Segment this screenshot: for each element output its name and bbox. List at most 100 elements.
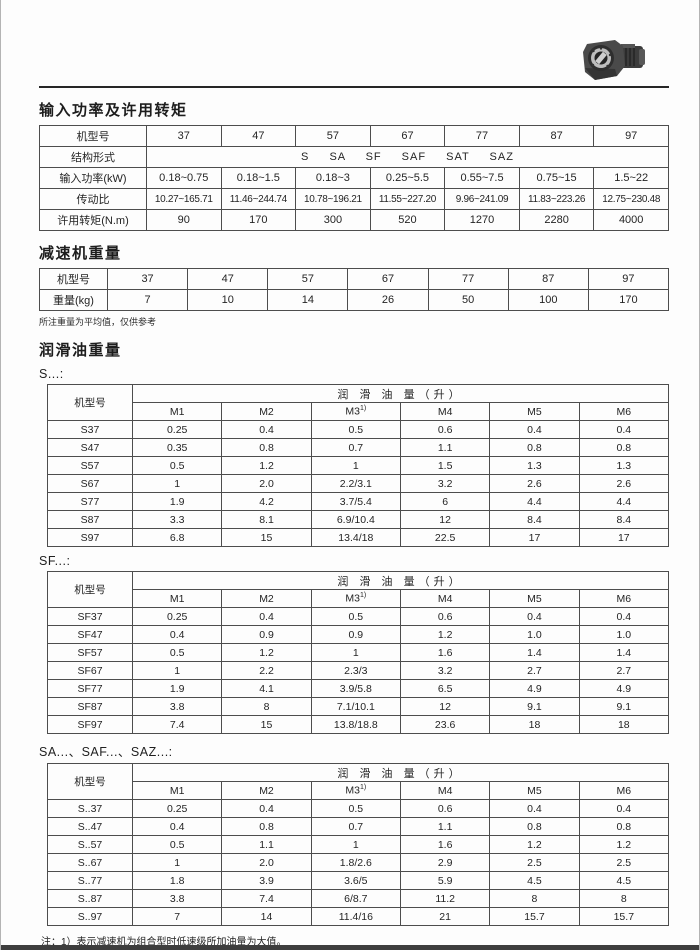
footnote-ref: 1) [360,784,367,792]
oil-value-cell: 2.0 [221,474,312,493]
oil-col-model: 机型号 [47,571,133,608]
row-label: 机型号 [39,125,147,147]
oil-value-cell: 0.4 [221,420,312,439]
oil-value-cell: 22.5 [399,528,491,547]
oil-table-sa: 机型号润 滑 油 量（升） M1 M2 M31) M4 M5 M6 S..37 0.25 0.4 0… [47,763,670,926]
table-row: M1 M2 M31) M4 M5 M6 [48,589,670,608]
oil-table-sf: 机型号润 滑 油 量（升） M1 M2 M31) M4 M5 M6 SF37 0.25 0.4 0.… [47,571,670,734]
oil-value-cell: 7.1/10.1 [310,697,401,716]
oil-value-cell: 0.4 [578,420,670,439]
table-row: 机型号 37 47 57 67 77 87 97 [39,268,670,290]
oil-value-cell: 4.9 [489,679,580,698]
table-row: 机型号润 滑 油 量（升） [47,571,669,608]
model-cell: S37 [47,420,133,439]
table-cell: 170 [587,289,670,311]
oil-value-cell: 4.5 [489,871,580,890]
oil-value-cell: 6 [399,492,491,511]
oil-value-cell: 1.6 [399,835,491,854]
oil-value-cell: 2.0 [221,853,312,872]
oil-col-m3: M31) [310,402,401,421]
oil-value-cell: 0.4 [221,799,312,818]
oil-col-m5: M5 [489,402,580,421]
table-row: 重量(kg) 7 10 14 26 50 100 170 [39,289,670,311]
oil-value-cell: 12 [399,697,491,716]
row-label: 传动比 [39,188,147,210]
oil-value-cell: 0.8 [221,438,312,457]
table-cell: 10 [187,289,269,311]
oil-value-cell: 8 [221,697,312,716]
oil-value-cell: 0.5 [131,456,223,475]
oil-value-cell: 12 [399,510,491,529]
oil-value-cell: 0.6 [399,420,491,439]
table-cell: 67 [369,125,446,147]
table-row: 机型号 37 47 57 67 77 87 97 [39,125,669,147]
oil-value-cell: 2.2/3.1 [310,474,401,493]
table-cell: 4000 [593,209,669,231]
gearmotor-photo [583,40,645,80]
oil-value-cell: 1.9 [131,492,223,511]
table-row: S..77 1.8 3.9 3.6/5 5.9 4.5 4.5 [47,871,670,890]
table-cell: 0.18~0.75 [146,167,222,189]
table-row: S77 1.9 4.2 3.7/5.4 6 4.4 4.4 [47,492,670,511]
model-cell: S97 [47,528,133,547]
table-row: S..47 0.4 0.8 0.7 1.1 0.8 0.8 [47,817,670,836]
oil-value-cell: 1.1 [399,438,491,457]
oil-value-cell: 0.4 [489,420,580,439]
page-footnote: 注：1）表示减速机为组合型时低速级所加油量为大值。 [41,937,287,948]
table-cell: 87 [518,125,595,147]
oil-value-cell: 0.8 [489,817,580,836]
oil-value-cell: 0.8 [221,817,312,836]
table-cell: 77 [427,268,509,290]
oil-value-cell: 14 [221,907,312,926]
oil-value-cell: 2.7 [578,661,670,680]
oil-value-cell: 2.6 [578,474,670,493]
table-cell: 1270 [444,209,520,231]
oil-value-cell: 8 [578,889,670,908]
oil-col-m4: M4 [399,589,491,608]
model-cell: S..37 [47,799,133,818]
table-row: SF87 3.8 8 7.1/10.1 12 9.1 9.1 [47,697,670,716]
table-row: 输入功率(kW) 0.18~0.75 0.18~1.5 0.18~3 0.25~5.5 0… [39,167,669,189]
table-cell: 0.18~1.5 [220,167,297,189]
oil-value-cell: 6.5 [399,679,491,698]
table-row: M1 M2 M31) M4 M5 M6 [48,781,670,800]
model-cell: S..47 [47,817,133,836]
table-row: S57 0.5 1.2 1 1.5 1.3 1.3 [47,456,670,475]
oil-value-cell: 0.7 [310,438,401,457]
oil-value-cell: 3.2 [399,474,491,493]
oil-value-cell: 2.2 [221,661,312,680]
oil-value-cell: 4.4 [578,492,670,511]
oil-value-cell: 3.6/5 [310,871,401,890]
oil-col-m5: M5 [489,589,580,608]
oil-value-cell: 11.4/16 [310,907,401,926]
oil-value-cell: 15 [221,528,312,547]
oil-value-cell: 0.35 [131,438,223,457]
oil-value-cell: 0.5 [131,643,223,662]
footnote-ref: 1) [360,592,367,600]
oil-value-cell: 21 [399,907,491,926]
oil-value-cell: 0.9 [221,625,312,644]
table-cell: 57 [295,125,371,147]
model-cell: SF77 [47,679,133,698]
oil-value-cell: 4.1 [221,679,312,698]
oil-value-cell: 15.7 [489,907,580,926]
oil-value-cell: 1 [310,643,401,662]
table-cell: 2280 [518,209,595,231]
row-label: 结构形式 [39,146,147,168]
oil-value-cell: 0.7 [310,817,401,836]
model-cell: S67 [47,474,133,493]
oil-value-cell: 2.5 [578,853,670,872]
oil-value-cell: 1 [310,456,401,475]
section-title-power: 输入功率及许用转矩 [39,102,188,119]
oil-value-cell: 0.5 [310,607,401,626]
section-title-oil: 润滑油重量 [39,342,122,359]
oil-value-cell: 3.9 [221,871,312,890]
oil-value-cell: 5.9 [399,871,491,890]
oil-quantity-header: 润 滑 油 量（升） [132,384,669,403]
oil-value-cell: 1.3 [578,456,670,475]
table-cell: 47 [187,268,269,290]
page-bottom-rule [1,945,699,950]
oil-value-cell: 3.8 [131,697,223,716]
oil-value-cell: 1 [131,474,223,493]
